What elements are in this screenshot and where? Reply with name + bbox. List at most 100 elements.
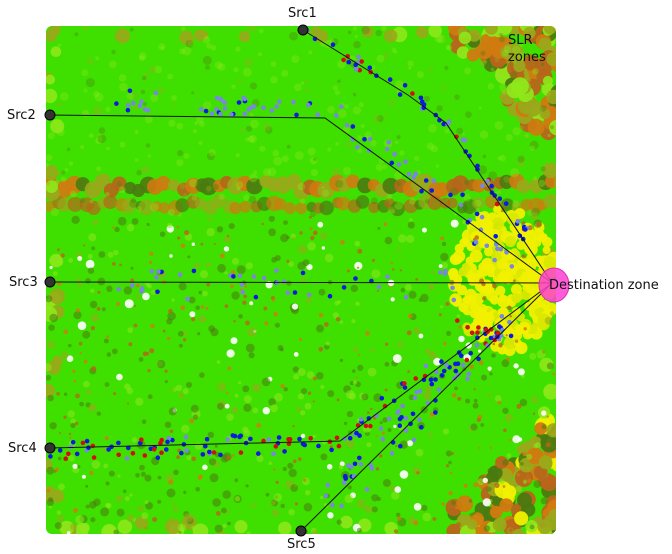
texture-cell xyxy=(89,199,94,204)
texture-cell xyxy=(352,106,362,115)
texture-cell xyxy=(234,393,239,398)
texture-cell xyxy=(105,146,110,151)
band-cell xyxy=(336,196,351,211)
agent-dot xyxy=(476,325,481,330)
texture-cell xyxy=(476,417,481,422)
band-cell xyxy=(138,199,155,216)
texture-cell xyxy=(208,458,217,466)
texture-cell xyxy=(306,371,315,379)
texture-cell xyxy=(280,233,289,243)
agent-dot xyxy=(203,108,209,114)
texture-cell xyxy=(347,485,352,490)
texture-cell xyxy=(300,410,306,416)
agent-dot xyxy=(363,423,369,429)
agent-dot xyxy=(346,59,352,65)
agent-dot xyxy=(204,436,210,442)
agent-dot xyxy=(214,95,220,101)
texture-cell xyxy=(86,389,92,395)
texture-cell xyxy=(324,253,334,263)
destination-cell xyxy=(529,293,540,305)
band-cell xyxy=(427,195,443,210)
texture-cell xyxy=(444,65,449,70)
texture-cell xyxy=(543,388,551,395)
texture-cell xyxy=(182,388,189,395)
destination-cell xyxy=(543,256,556,270)
texture-cell xyxy=(119,186,126,194)
texture-cell xyxy=(144,474,152,482)
texture-cell xyxy=(248,135,257,143)
texture-cell xyxy=(205,306,209,310)
texture-cell xyxy=(455,522,461,528)
texture-cell xyxy=(487,468,492,473)
texture-cell xyxy=(157,87,165,94)
texture-cell xyxy=(499,155,506,162)
texture-cell xyxy=(268,461,273,466)
texture-cell xyxy=(105,192,110,197)
texture-cell xyxy=(145,351,150,356)
agent-dot xyxy=(330,502,335,508)
agent-dot xyxy=(139,99,144,104)
texture-cell xyxy=(198,140,203,146)
texture-cell xyxy=(270,76,278,84)
texture-cell xyxy=(312,434,316,438)
texture-cell xyxy=(393,529,399,534)
texture-cell xyxy=(416,471,420,475)
agent-dot xyxy=(465,325,470,330)
texture-cell xyxy=(142,292,150,301)
texture-cell xyxy=(306,297,312,303)
texture-cell xyxy=(244,285,248,288)
texture-layer xyxy=(46,26,556,534)
texture-cell xyxy=(176,159,184,167)
texture-cell xyxy=(199,372,205,378)
label-src4: Src4 xyxy=(8,441,37,456)
agent-dot xyxy=(347,435,353,441)
agent-dot xyxy=(364,487,370,492)
route-src4 xyxy=(49,282,553,449)
texture-cell xyxy=(423,95,430,102)
agent-dot xyxy=(413,171,419,177)
texture-cell xyxy=(298,245,307,255)
texture-cell xyxy=(536,221,542,227)
texture-cell xyxy=(63,329,69,335)
edge-cell xyxy=(539,108,551,120)
texture-cell xyxy=(512,435,521,444)
texture-cell xyxy=(207,431,215,438)
agent-dot xyxy=(124,456,130,461)
texture-cell xyxy=(492,342,496,346)
edge-cell xyxy=(134,516,148,530)
agent-dot xyxy=(508,333,514,339)
texture-cell xyxy=(141,512,149,520)
texture-cell xyxy=(469,512,474,517)
agent-dot xyxy=(218,452,223,458)
texture-cell xyxy=(503,45,511,54)
texture-cell xyxy=(533,480,542,488)
texture-cell xyxy=(280,384,285,389)
texture-cell xyxy=(388,99,395,106)
band-cell xyxy=(246,178,263,195)
agent-dot xyxy=(385,274,390,280)
source-marker-src1 xyxy=(297,24,309,36)
texture-cell xyxy=(406,234,415,243)
agent-dot xyxy=(431,178,437,184)
texture-cell xyxy=(329,445,333,449)
texture-cell xyxy=(524,135,529,139)
agent-dot xyxy=(499,314,505,319)
band-cell xyxy=(122,198,137,213)
texture-cell xyxy=(297,457,302,461)
texture-cell xyxy=(74,32,79,37)
agent-dot xyxy=(509,264,515,269)
texture-cell xyxy=(506,453,512,458)
texture-cell xyxy=(117,474,121,478)
slr-cell xyxy=(506,44,524,62)
texture-cell xyxy=(134,158,139,162)
agent-dot xyxy=(433,377,438,382)
agent-dot xyxy=(439,373,445,378)
texture-cell xyxy=(209,473,219,483)
texture-cell xyxy=(492,283,497,289)
agent-dot xyxy=(389,450,395,456)
texture-cell xyxy=(113,392,117,396)
texture-cell xyxy=(409,218,413,222)
texture-cell xyxy=(352,92,357,97)
texture-cell xyxy=(214,444,218,448)
texture-cell xyxy=(212,183,219,191)
